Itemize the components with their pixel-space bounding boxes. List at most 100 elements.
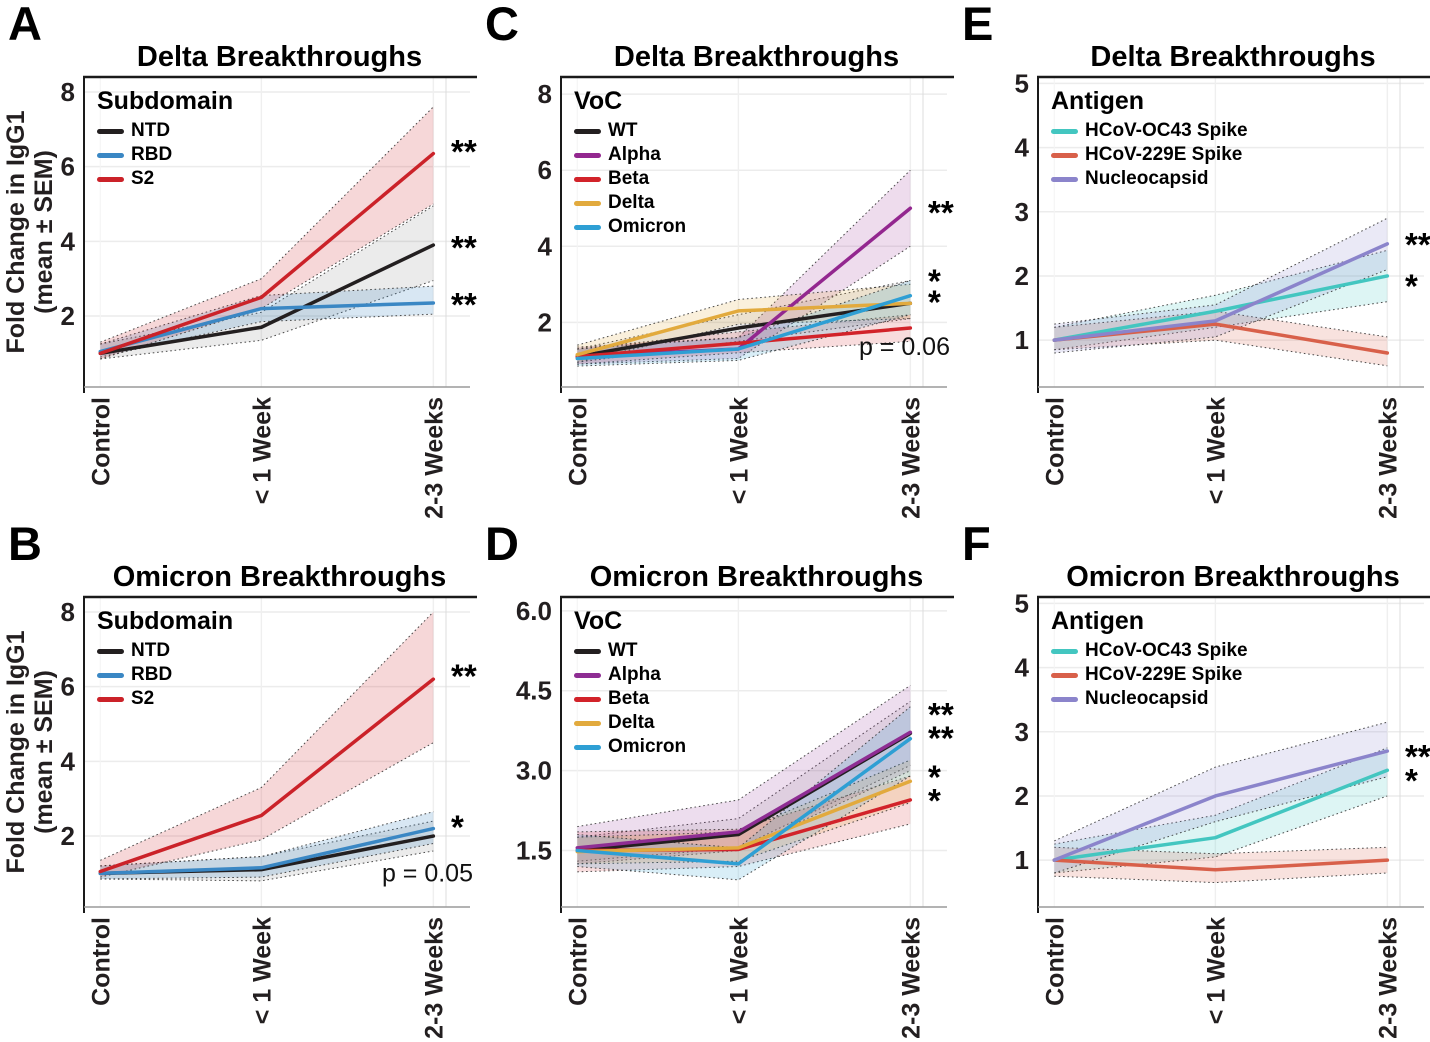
legend-item-label: Alpha xyxy=(608,144,661,165)
sem-band-edge-upper-HCoV-OC43 Spike xyxy=(1054,747,1388,845)
x-tick-label: < 1 Week xyxy=(725,397,753,504)
sem-band-Alpha xyxy=(577,685,911,864)
series-line-Omicron xyxy=(575,293,913,361)
legend-item-label: S2 xyxy=(131,168,155,189)
sem-band-edge-upper-RBD xyxy=(100,811,434,867)
panel-letter: D xyxy=(485,520,520,570)
legend-swatch-icon xyxy=(1051,696,1078,702)
legend: VoC WT Alpha Beta Delta Omicron xyxy=(574,87,686,239)
y-tick-label: 3 xyxy=(1015,717,1029,747)
y-tick-label: 5 xyxy=(1015,74,1029,98)
legend-swatch-icon xyxy=(574,672,601,678)
y-tick-label: 1 xyxy=(1015,845,1029,875)
y-tick-label: 1 xyxy=(1015,325,1029,355)
significance-marker: * xyxy=(928,782,941,819)
sem-band-edge-lower-NTD xyxy=(100,280,434,360)
legend-items: NTD RBD S2 xyxy=(97,639,233,711)
sem-band-edge-upper-Delta xyxy=(577,283,911,346)
series-line-Omicron xyxy=(575,736,913,866)
legend-swatch-icon xyxy=(97,696,124,702)
panel-header: F Omicron Breakthroughs xyxy=(954,520,1430,594)
series-line-Delta xyxy=(575,779,913,854)
legend-title: VoC xyxy=(574,607,623,635)
legend-item-label: Omicron xyxy=(608,216,687,237)
sem-band-edge-upper-Omicron xyxy=(577,280,911,350)
panel-letter: A xyxy=(8,0,43,50)
sem-band-Beta xyxy=(577,775,911,872)
legend-swatch-icon xyxy=(574,176,601,182)
legend-item-RBD: RBD xyxy=(97,143,233,167)
sem-band-edge-lower-Alpha xyxy=(577,770,911,865)
legend-item-label: HCoV-OC43 Spike xyxy=(1085,640,1248,661)
sem-band-edge-upper-S2 xyxy=(100,106,434,343)
sem-band-edge-lower-HCoV-229E Spike xyxy=(1054,872,1388,884)
series-line-HCoV-OC43 Spike xyxy=(1052,274,1390,342)
sem-band-edge-lower-HCoV-OC43 Spike xyxy=(1054,301,1388,351)
significance-marker: * xyxy=(928,759,941,796)
legend-item-Beta: Beta xyxy=(574,167,686,191)
sem-band-edge-upper-NTD xyxy=(100,205,434,345)
legend-swatch-icon xyxy=(97,152,124,158)
legend-item-RBD: RBD xyxy=(97,663,233,687)
legend-item-HCoV-OC43 Spike: HCoV-OC43 Spike xyxy=(1051,639,1248,663)
p-value-note: p = 0.05 xyxy=(382,859,473,887)
legend-items: WT Alpha Beta Delta Omicron xyxy=(574,119,686,239)
y-tick-label: 4 xyxy=(61,746,76,776)
legend-title: Antigen xyxy=(1051,87,1145,115)
sem-band-Delta xyxy=(577,284,911,363)
panel-header: E Delta Breakthroughs xyxy=(954,0,1430,74)
legend-item-label: NTD xyxy=(131,640,171,661)
panel-header: D Omicron Breakthroughs xyxy=(477,520,954,594)
sem-band-edge-upper-Beta xyxy=(577,775,911,833)
legend: Subdomain NTD RBD S2 xyxy=(97,607,233,711)
panel-title: Delta Breakthroughs xyxy=(136,41,423,73)
legend-item-label: Nucleocapsid xyxy=(1085,168,1209,189)
sem-band-Nucleocapsid xyxy=(1054,722,1388,873)
legend-item-label: Delta xyxy=(608,712,655,733)
panel-header: A Delta Breakthroughs xyxy=(0,0,477,74)
plot-area: 2 4 6 8 Control < 1 Week 2-3 Weeks Fold Change … xyxy=(0,74,477,520)
panel-a: A Delta Breakthroughs 2 4 6 8 Control < 1 Wee… xyxy=(0,0,477,520)
y-tick-label: 2 xyxy=(61,821,75,851)
y-tick-label: 3 xyxy=(1015,197,1029,227)
sem-band-edge-upper-Nucleocapsid xyxy=(1054,217,1388,325)
series-line-HCoV-229E Spike xyxy=(1052,858,1390,872)
sem-band-NTD xyxy=(100,821,434,881)
panel-f: F Omicron Breakthroughs 1 2 3 4 5 Control < 1 … xyxy=(954,520,1430,1042)
y-tick-label: 5 xyxy=(1015,594,1029,618)
y-tick-label: 8 xyxy=(61,77,75,107)
legend: Subdomain NTD RBD S2 xyxy=(97,87,233,191)
legend-item-HCoV-OC43 Spike: HCoV-OC43 Spike xyxy=(1051,119,1248,143)
sem-band-edge-upper-Alpha xyxy=(577,685,911,828)
legend-swatch-icon xyxy=(97,672,124,678)
significance-marker: ** xyxy=(928,720,954,757)
plot-area: 2 4 6 8 Control < 1 Week 2-3 Weeks Fold Change … xyxy=(0,594,477,1040)
panel-letter: B xyxy=(8,520,43,570)
legend-swatch-icon xyxy=(574,152,601,158)
legend-swatch-icon xyxy=(574,224,601,230)
significance-marker: ** xyxy=(1405,226,1430,263)
sem-band-edge-upper-HCoV-229E Spike xyxy=(1054,846,1388,855)
panel-letter: E xyxy=(962,0,995,50)
x-tick-label: Control xyxy=(87,397,115,486)
y-tick-label: 4 xyxy=(61,226,76,256)
legend-swatch-icon xyxy=(1051,152,1078,158)
legend-swatch-icon xyxy=(574,200,601,206)
x-tick-label: Control xyxy=(1041,397,1069,486)
x-tick-label: < 1 Week xyxy=(1202,397,1230,504)
legend-item-label: Omicron xyxy=(608,736,687,757)
sem-band-S2 xyxy=(100,106,434,359)
legend-item-S2: S2 xyxy=(97,687,233,711)
series-line-Nucleocapsid xyxy=(1052,242,1390,342)
panel-title: Omicron Breakthroughs xyxy=(112,561,447,593)
significance-marker: * xyxy=(1405,762,1418,799)
sem-band-edge-lower-Omicron xyxy=(577,775,911,881)
series-line-NTD xyxy=(98,243,436,356)
significance-marker: ** xyxy=(451,133,477,170)
significance-marker: ** xyxy=(928,696,954,733)
legend-swatch-icon xyxy=(97,648,124,654)
y-tick-label: 6 xyxy=(61,152,75,182)
legend-items: HCoV-OC43 Spike HCoV-229E Spike Nucleocaps… xyxy=(1051,119,1248,191)
